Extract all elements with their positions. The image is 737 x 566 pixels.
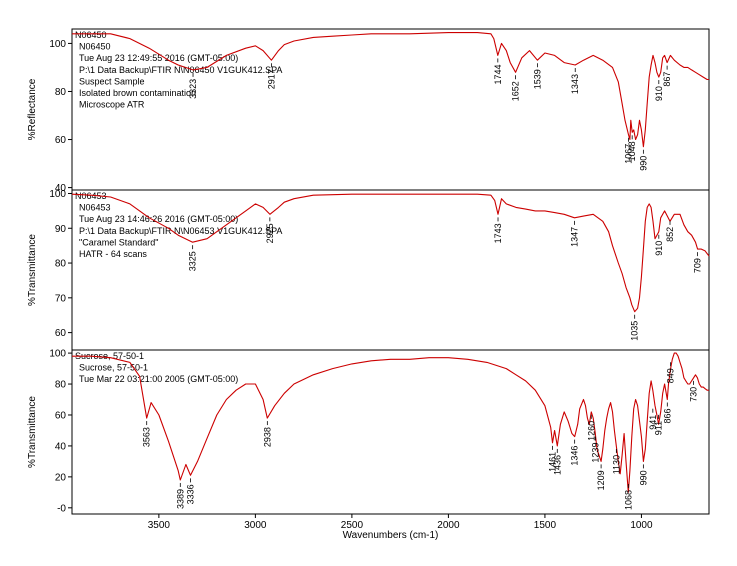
y-tick-label: 60 <box>55 410 67 421</box>
info-line: Tue Mar 22 03:21:00 2005 (GMT-05:00) <box>79 374 238 384</box>
spectrum-panel-N06453: 60708090100%TransmittanceN06453N06453Tue… <box>27 189 710 341</box>
y-tick-label: 20 <box>55 472 67 483</box>
y-axis-label: %Reflectance <box>27 78 38 140</box>
info-line: N06453 <box>75 191 107 201</box>
info-line: Tue Aug 23 12:49:55 2016 (GMT-05:00) <box>79 53 238 63</box>
peak-label: 2938 <box>262 427 272 447</box>
peak-label: 990 <box>638 156 648 171</box>
peak-label: 1346 <box>570 446 580 466</box>
peak-label: 911 <box>654 421 664 435</box>
y-tick-label: 40 <box>55 183 67 194</box>
spectrum-trace-N06453 <box>71 193 710 313</box>
peak-label: 3325 <box>188 251 198 271</box>
y-tick-label: 80 <box>55 380 67 391</box>
y-axis-label: %Transmittance <box>27 234 38 306</box>
y-tick-label: 80 <box>55 87 67 98</box>
y-tick-label: 80 <box>55 259 67 270</box>
peak-label: 2917 <box>266 69 276 89</box>
x-tick-label: 2500 <box>341 520 364 531</box>
peak-label: 3563 <box>142 427 152 447</box>
peak-label: 1461 <box>547 452 557 472</box>
info-line: P:\1 Data Backup\FTIR N\N06450 V1GUK412.… <box>79 65 282 75</box>
info-line: Tue Aug 23 14:46:26 2016 (GMT-05:00) <box>79 214 238 224</box>
info-line: Sucrose, 57-50-1 <box>75 351 144 361</box>
peak-label: 1539 <box>532 69 542 89</box>
y-tick-label: 60 <box>55 328 67 339</box>
spectrum-trace-N06450 <box>72 32 709 148</box>
info-line: Isolated brown contamination <box>79 88 196 98</box>
y-tick-label: -0 <box>57 503 66 514</box>
x-tick-label: 3000 <box>244 520 267 531</box>
info-line: Microscope ATR <box>79 100 145 110</box>
peak-label: 3323 <box>188 79 198 99</box>
y-tick-label: 70 <box>55 293 67 304</box>
peak-label: 1744 <box>493 64 503 84</box>
peak-label: 1743 <box>493 223 503 243</box>
peak-label: 709 <box>693 258 703 273</box>
peak-label: 1048 <box>627 141 637 161</box>
peak-label: 1652 <box>511 81 521 101</box>
peak-label: 1068 <box>623 490 633 510</box>
peak-label: 1343 <box>570 74 580 94</box>
info-line: HATR - 64 scans <box>79 249 147 259</box>
info-line: N06450 <box>75 30 107 40</box>
info-line: "Caramel Standard" <box>79 237 158 247</box>
info-line: N06450 <box>79 42 111 52</box>
y-tick-label: 100 <box>49 39 66 50</box>
spectrum-panel-Sucrose: -0 20 40 60 80 100 %Transmittance Sucrose, 57-5… <box>27 349 709 514</box>
y-tick-label: 100 <box>49 349 66 360</box>
peak-label: 910 <box>654 241 664 256</box>
x-tick-label: 3500 <box>148 520 171 531</box>
y-tick-label: 100 <box>49 189 66 200</box>
info-line: Suspect Sample <box>79 76 145 86</box>
peak-label: 3336 <box>186 484 196 504</box>
peak-label: 990 <box>638 470 648 485</box>
peak-label: 2925 <box>265 223 275 243</box>
info-line: N06453 <box>79 203 111 213</box>
peak-label: 1436 <box>552 455 562 475</box>
peak-label: 1260 <box>586 421 596 441</box>
y-tick-label: 60 <box>55 135 67 146</box>
peak-label: 849 <box>666 368 676 383</box>
peak-label: 730 <box>689 387 699 402</box>
peak-label: 1130 <box>611 455 621 474</box>
y-tick-label: 40 <box>55 441 67 452</box>
peak-label: 1347 <box>569 227 579 247</box>
peak-label: 910 <box>654 86 664 101</box>
peak-label: 3389 <box>175 489 185 509</box>
x-axis-label: Wavenumbers (cm-1) <box>343 530 439 541</box>
peak-label: 1067 <box>624 144 634 164</box>
info-line: Sucrose, 57-50-1 <box>79 363 148 373</box>
peak-label: 867 <box>662 72 672 87</box>
info-line: P:\1 Data Backup\FTIR N\N06453 V1GUK412.… <box>79 226 282 236</box>
peak-label: 1239 <box>590 443 600 463</box>
x-tick-label: 1000 <box>630 520 653 531</box>
peak-label: 1209 <box>596 470 606 490</box>
peak-label: 866 <box>662 409 672 424</box>
spectrum-trace-Sucrose <box>72 352 709 493</box>
x-tick-label: 1500 <box>534 520 557 531</box>
plot-frame <box>71 28 710 515</box>
peak-label: 941 <box>648 415 658 430</box>
y-tick-label: 90 <box>55 224 67 235</box>
peak-label: 1035 <box>630 321 640 341</box>
y-axis-label: %Transmittance <box>27 396 38 468</box>
x-tick-label: 2000 <box>437 520 460 531</box>
peak-label: 852 <box>665 227 675 242</box>
